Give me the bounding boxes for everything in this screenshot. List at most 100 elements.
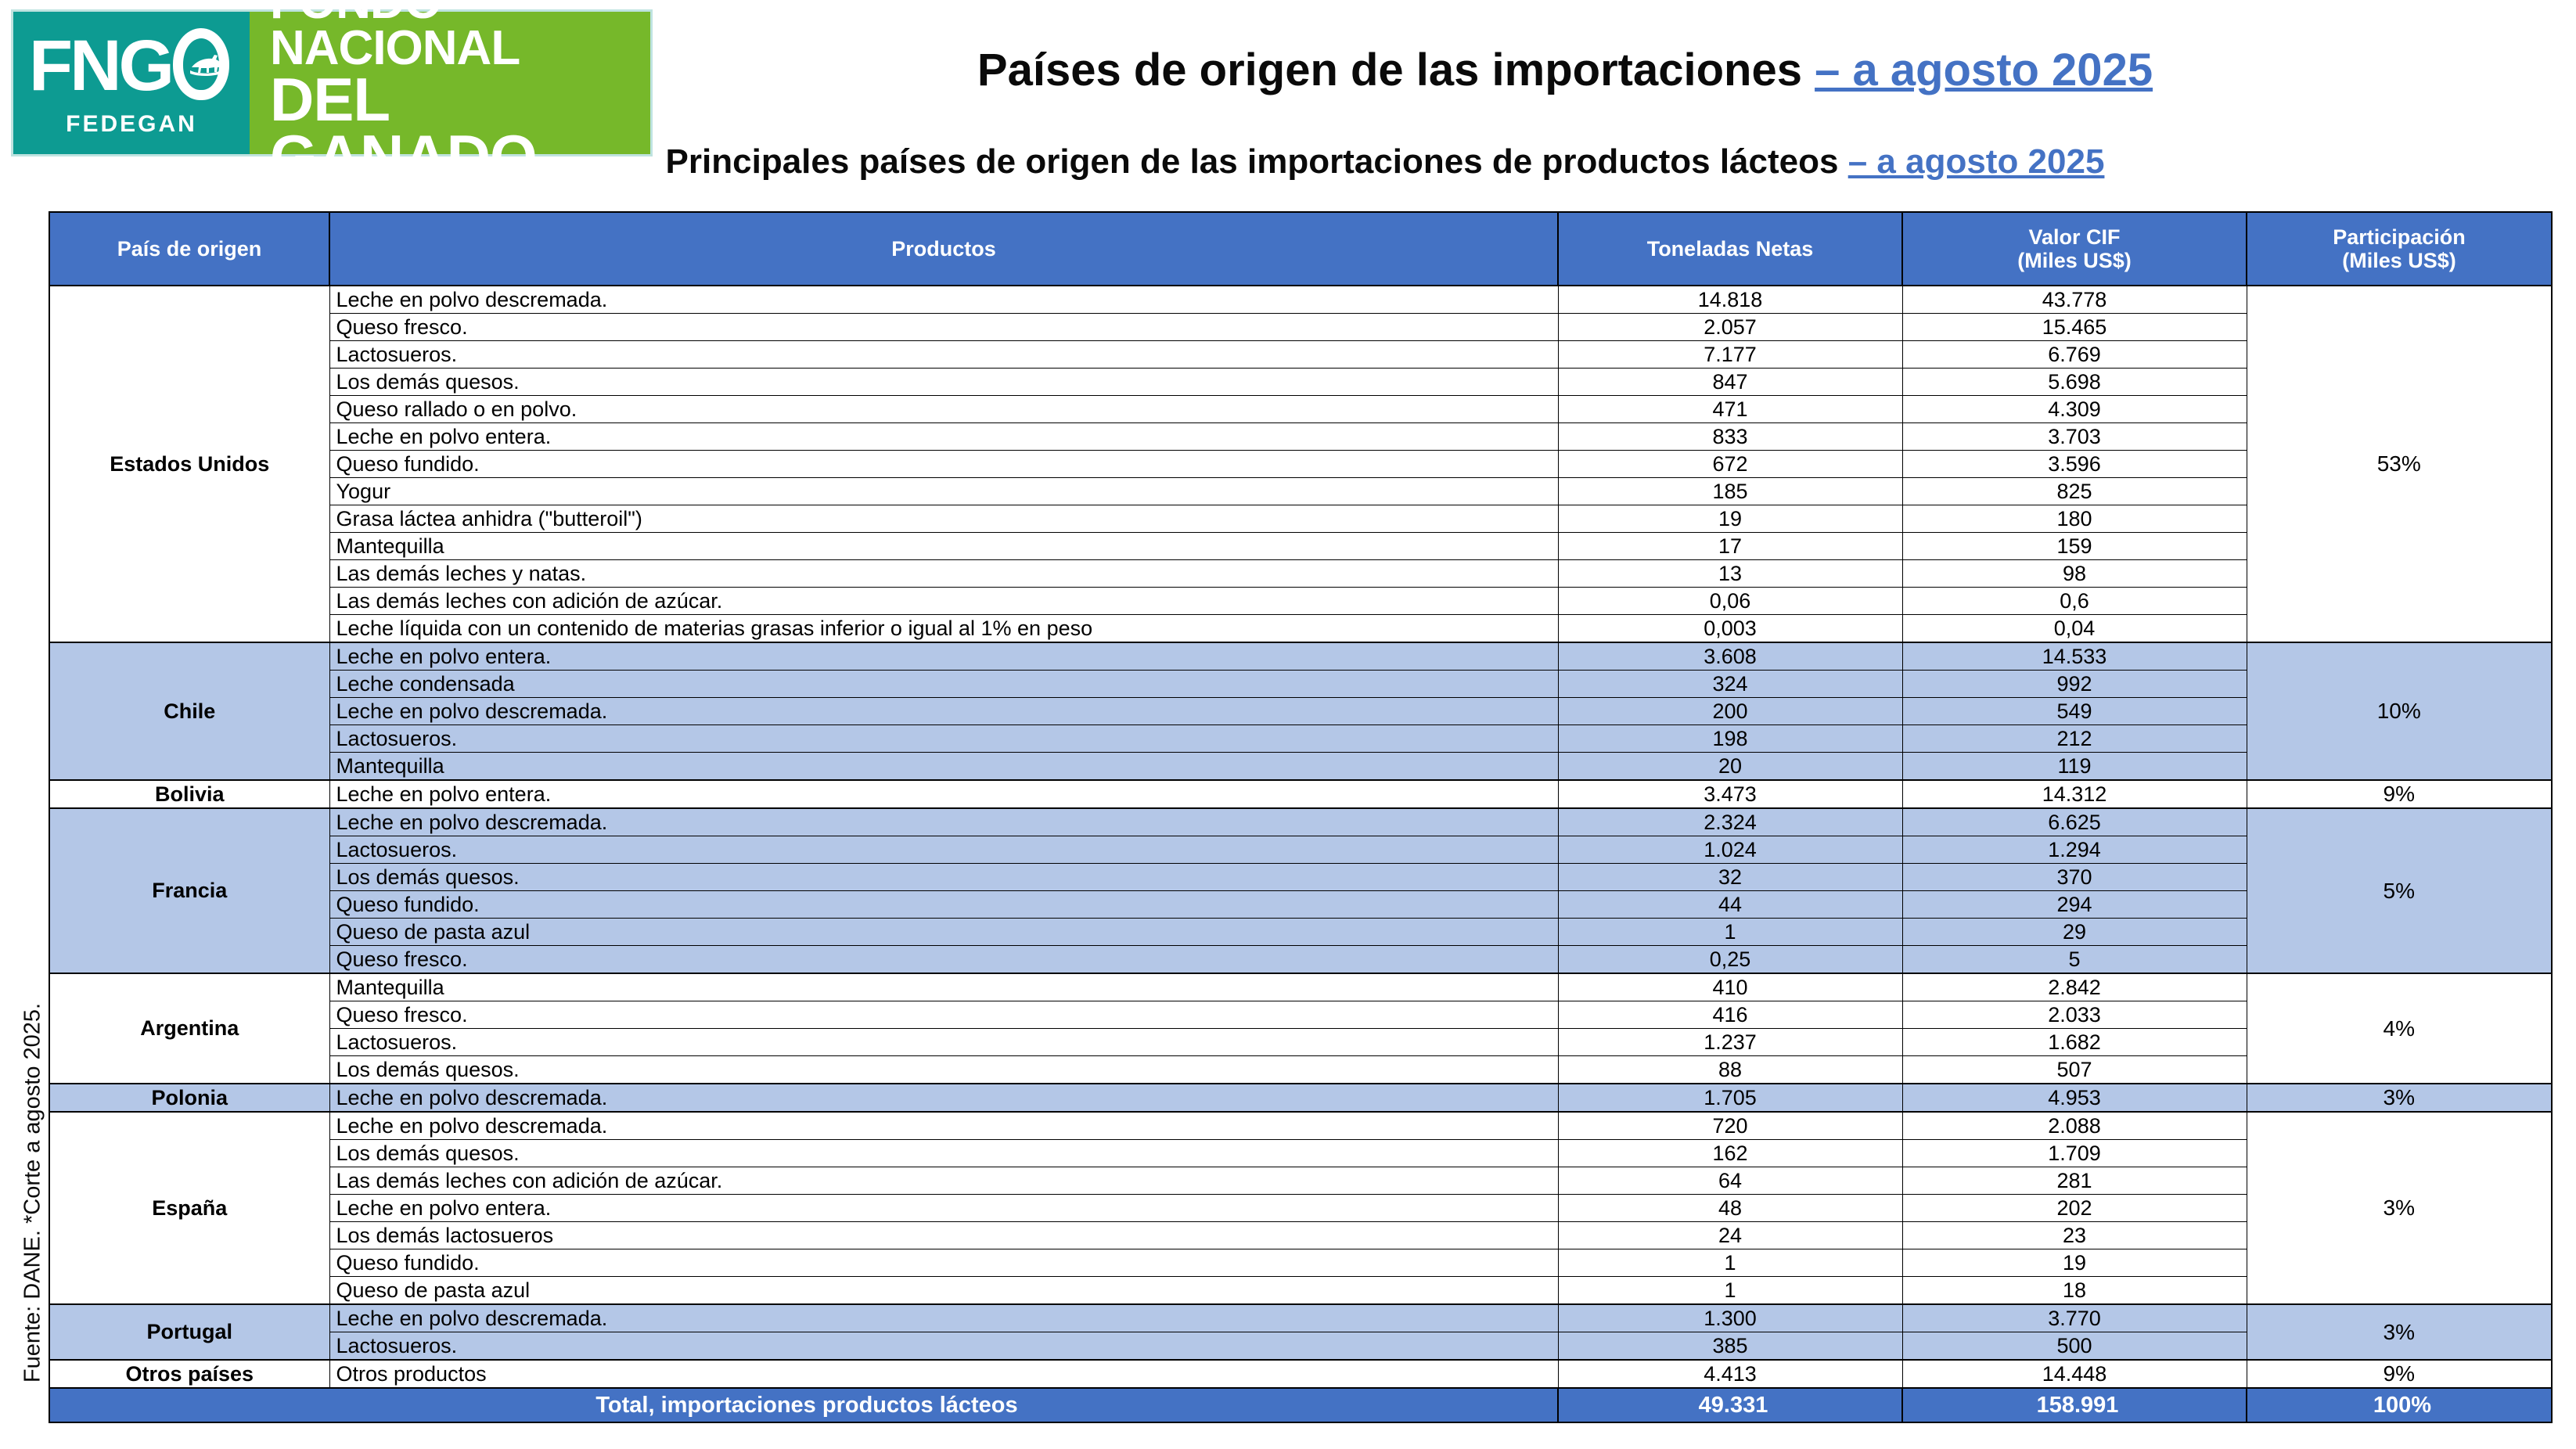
table-row: Chile Leche en polvo entera. 3.608 14.533 10…	[49, 642, 2553, 781]
cell-product: Las demás leches con adición de azúcar.	[329, 587, 1559, 615]
cell-toneladas: 13	[1557, 559, 1903, 588]
table-row: Queso de pasta azul 1 29	[49, 918, 2552, 946]
cell-valor-cif: 98	[1901, 559, 2247, 588]
logo-fedegan-text: FEDEGAN	[66, 111, 197, 137]
cell-participacion: 3%	[2246, 1111, 2553, 1305]
cell-valor-cif: 281	[1901, 1167, 2247, 1195]
cell-toneladas: 1	[1557, 918, 1903, 946]
cell-valor-cif: 3.703	[1901, 422, 2247, 451]
cell-valor-cif: 212	[1901, 724, 2247, 753]
cell-toneladas: 48	[1557, 1194, 1903, 1222]
cell-participacion: 3%	[2246, 1083, 2553, 1113]
table-row: Grasa láctea anhidra ("butteroil") 19 180	[49, 505, 2552, 533]
table-header: País de origen Productos Toneladas Netas…	[49, 211, 2553, 286]
table-row: Francia Leche en polvo descremada. 2.324 6.…	[49, 807, 2553, 974]
cell-valor-cif: 2.842	[1901, 973, 2247, 1001]
table-row: Otros países Otros productos 4.413 14.448 9%	[49, 1359, 2553, 1389]
cell-valor-cif: 5	[1901, 945, 2247, 974]
cell-country: Chile	[49, 642, 330, 781]
cell-participacion: 5%	[2246, 807, 2553, 974]
cell-valor-cif: 3.770	[1901, 1303, 2247, 1332]
table-row: Queso de pasta azul 1 18	[49, 1276, 2552, 1305]
table-row: Leche en polvo entera. 48 202	[49, 1194, 2552, 1222]
cell-valor-cif: 14.533	[1901, 642, 2247, 671]
cell-toneladas: 833	[1557, 422, 1903, 451]
total-valor-cif: 158.991	[1901, 1387, 2247, 1423]
cell-toneladas: 162	[1557, 1139, 1903, 1167]
cell-product: Lactosueros.	[329, 836, 1559, 864]
cell-toneladas: 19	[1557, 505, 1903, 533]
cell-toneladas: 14.818	[1557, 285, 1903, 314]
page-subtitle: Principales países de origen de las impo…	[313, 142, 2457, 182]
cell-product: Leche en polvo descremada.	[329, 807, 1559, 836]
cell-toneladas: 3.473	[1557, 779, 1903, 809]
page-subtitle-period: – a agosto 2025	[1847, 142, 2105, 181]
cell-toneladas: 44	[1557, 890, 1903, 919]
page-subtitle-text: Principales países de origen de las impo…	[665, 142, 1848, 181]
table-row: Lactosueros. 7.177 6.769	[49, 340, 2552, 369]
cow-icon	[190, 55, 222, 76]
cell-product: Leche en polvo descremada.	[329, 1083, 1559, 1113]
cell-toneladas: 2.057	[1557, 313, 1903, 341]
cell-valor-cif: 14.448	[1901, 1359, 2247, 1389]
cell-product: Queso rallado o en polvo.	[329, 395, 1559, 423]
cell-valor-cif: 1.709	[1901, 1139, 2247, 1167]
cell-toneladas: 385	[1557, 1332, 1903, 1361]
column-header-productos: Productos	[329, 211, 1559, 286]
logo-name-line2: DEL GANADO	[270, 64, 538, 192]
cell-toneladas: 0,003	[1557, 614, 1903, 643]
table-row: Queso fresco. 2.057 15.465	[49, 313, 2552, 341]
cell-valor-cif: 15.465	[1901, 313, 2247, 341]
cell-product: Leche en polvo descremada.	[329, 1111, 1559, 1140]
cell-product: Los demás quesos.	[329, 368, 1559, 396]
table-row: Queso rallado o en polvo. 471 4.309	[49, 395, 2552, 423]
cell-valor-cif: 29	[1901, 918, 2247, 946]
cell-toneladas: 7.177	[1557, 340, 1903, 369]
cell-product: Queso fresco.	[329, 1001, 1559, 1029]
table-row: Yogur 185 825	[49, 477, 2552, 505]
cell-toneladas: 324	[1557, 670, 1903, 698]
column-header-participacion: Participación (Miles US$)	[2246, 211, 2553, 286]
cell-valor-cif: 3.596	[1901, 450, 2247, 478]
table-row: Lactosueros. 198 212	[49, 724, 2552, 753]
cell-valor-cif: 14.312	[1901, 779, 2247, 809]
cell-product: Queso de pasta azul	[329, 918, 1559, 946]
cell-toneladas: 416	[1557, 1001, 1903, 1029]
cell-toneladas: 198	[1557, 724, 1903, 753]
cell-toneladas: 672	[1557, 450, 1903, 478]
cell-product: Queso fundido.	[329, 450, 1559, 478]
cell-product: Grasa láctea anhidra ("butteroil")	[329, 505, 1559, 533]
cell-toneladas: 64	[1557, 1167, 1903, 1195]
column-header-valor-cif: Valor CIF (Miles US$)	[1901, 211, 2247, 286]
cell-product: Leche en polvo entera.	[329, 422, 1559, 451]
table-row: Lactosueros. 1.237 1.682	[49, 1028, 2552, 1056]
cell-product: Leche en polvo entera.	[329, 779, 1559, 809]
cell-product: Mantequilla	[329, 752, 1559, 781]
table-row: Queso fundido. 44 294	[49, 890, 2552, 919]
table-total-row: Total, importaciones productos lácteos 49…	[49, 1387, 2553, 1423]
cell-participacion: 9%	[2246, 1359, 2553, 1389]
table-row: Los demás quesos. 88 507	[49, 1055, 2552, 1084]
cell-toneladas: 471	[1557, 395, 1903, 423]
cell-valor-cif: 23	[1901, 1221, 2247, 1249]
cell-product: Queso fresco.	[329, 313, 1559, 341]
cell-product: Leche líquida con un contenido de materi…	[329, 614, 1559, 643]
cell-toneladas: 185	[1557, 477, 1903, 505]
cell-toneladas: 88	[1557, 1055, 1903, 1084]
cell-product: Lactosueros.	[329, 1028, 1559, 1056]
cell-toneladas: 2.324	[1557, 807, 1903, 836]
cell-valor-cif: 43.778	[1901, 285, 2247, 314]
column-header-participacion-line1: Participación	[2333, 225, 2466, 249]
table-row: Queso fundido. 672 3.596	[49, 450, 2552, 478]
cell-product: Queso fundido.	[329, 1249, 1559, 1277]
cell-product: Leche en polvo descremada.	[329, 1303, 1559, 1332]
cell-product: Leche en polvo descremada.	[329, 697, 1559, 725]
cell-country: Argentina	[49, 973, 330, 1084]
cell-product: Queso fundido.	[329, 890, 1559, 919]
page-title-text: Países de origen de las importaciones	[977, 45, 1815, 95]
cell-product: Leche en polvo entera.	[329, 1194, 1559, 1222]
cell-participacion: 9%	[2246, 779, 2553, 809]
cell-country: Polonia	[49, 1083, 330, 1113]
cell-valor-cif: 18	[1901, 1276, 2247, 1305]
cell-toneladas: 1.705	[1557, 1083, 1903, 1113]
